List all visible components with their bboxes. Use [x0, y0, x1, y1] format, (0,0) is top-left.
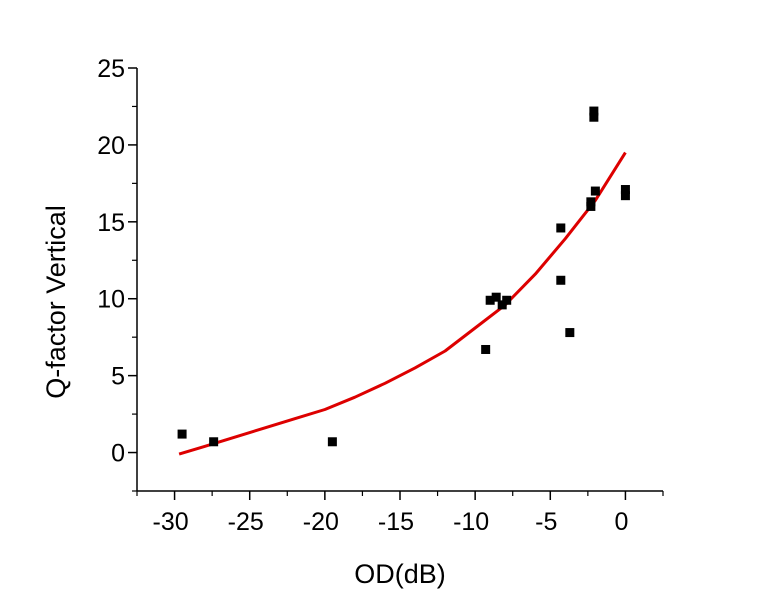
- data-point: [620, 191, 630, 201]
- y-tick-label: 15: [97, 209, 125, 237]
- data-point: [589, 112, 599, 122]
- fit-curve-line: [178, 151, 627, 456]
- data-points: [177, 106, 630, 447]
- data-point: [620, 185, 630, 195]
- data-point: [586, 197, 596, 207]
- x-tick-label: -15: [378, 508, 414, 536]
- data-point: [209, 437, 219, 447]
- fit-curve-layer: [178, 151, 627, 456]
- x-axis-title: OD(dB): [354, 559, 446, 589]
- data-point: [481, 344, 491, 354]
- x-tick-label: -25: [228, 508, 264, 536]
- y-tick-label: 10: [97, 286, 125, 314]
- axes: [128, 67, 664, 500]
- y-tick-label: 5: [111, 363, 125, 391]
- data-point: [589, 106, 599, 116]
- tick-labels: 0 5 10 15 20 25 -30 -25 -20 -15 -10 -5 0: [97, 55, 628, 536]
- data-point: [485, 295, 495, 305]
- data-point: [590, 186, 600, 196]
- x-tick-label: -5: [535, 508, 557, 536]
- x-tick-label: 0: [614, 508, 628, 536]
- data-point: [177, 429, 187, 439]
- y-tick-label: 20: [97, 132, 125, 160]
- data-point: [556, 223, 566, 233]
- y-tick-label: 25: [97, 55, 125, 83]
- x-tick-label: -10: [453, 508, 489, 536]
- y-tick-label: 0: [111, 440, 125, 468]
- x-tick-label: -30: [153, 508, 189, 536]
- data-point: [491, 292, 501, 302]
- data-point: [502, 295, 512, 305]
- data-point: [497, 300, 507, 310]
- y-axis-title: Q-factor Vertical: [41, 205, 71, 399]
- data-point: [556, 275, 566, 285]
- data-point: [327, 437, 337, 447]
- data-point: [586, 201, 596, 211]
- data-point: [565, 328, 575, 338]
- x-tick-label: -20: [303, 508, 339, 536]
